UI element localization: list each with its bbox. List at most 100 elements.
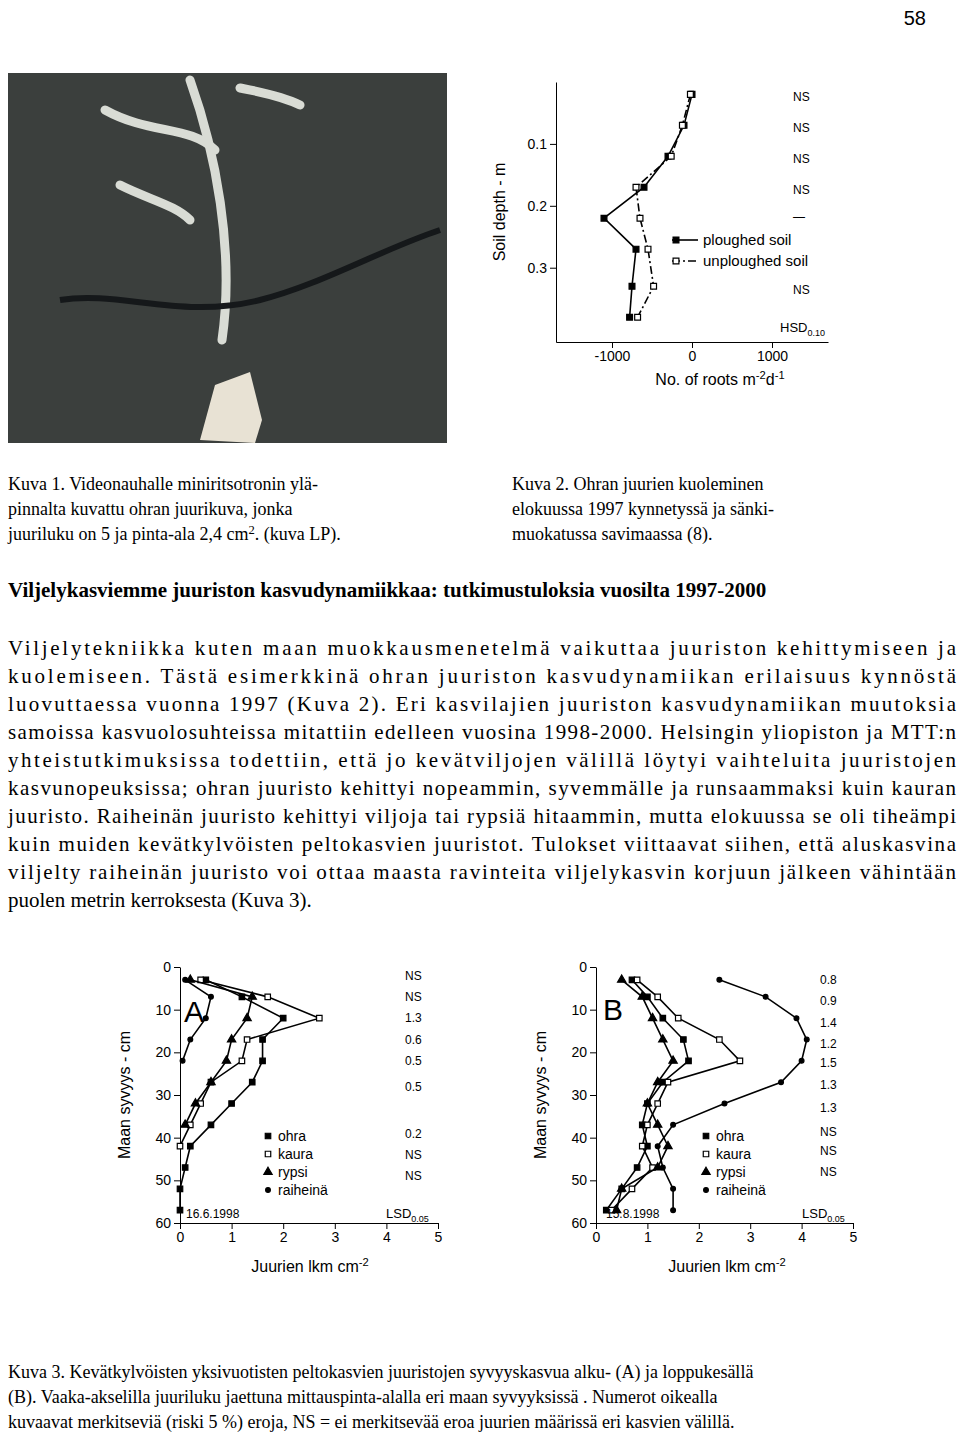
tick-label: 0.3 bbox=[528, 260, 548, 276]
series-line bbox=[180, 980, 283, 1210]
tick-label: 5 bbox=[435, 1229, 443, 1245]
legend: ploughed soilunploughed soil bbox=[672, 231, 808, 269]
marker bbox=[188, 1037, 193, 1042]
legend-marker bbox=[673, 258, 679, 264]
photo-root bbox=[105, 110, 215, 150]
marker bbox=[763, 994, 768, 999]
marker bbox=[244, 1037, 249, 1042]
tick: 30 bbox=[155, 1087, 180, 1103]
plot-area bbox=[601, 91, 695, 320]
marker bbox=[629, 1186, 634, 1191]
text-span: d bbox=[766, 371, 775, 388]
tick-label: 4 bbox=[798, 1229, 806, 1245]
annotation: NS bbox=[820, 1144, 837, 1158]
marker bbox=[248, 992, 256, 999]
paragraph-line: luovuttaessa vuonna 1997 (Kuva 2). Eri k… bbox=[8, 692, 957, 716]
tick-label: 1 bbox=[644, 1229, 652, 1245]
tick-label: 3 bbox=[331, 1229, 339, 1245]
heading: Viljelykasviemme juuriston kasvudynamiik… bbox=[8, 578, 766, 602]
tick: -1000 bbox=[595, 342, 631, 364]
axis-line bbox=[181, 1223, 439, 1224]
tick: 0 bbox=[177, 1223, 185, 1245]
legend: ohrakaurarypsiraiheinä bbox=[702, 1128, 766, 1198]
tick-label: 20 bbox=[571, 1044, 587, 1060]
series-line bbox=[183, 980, 211, 1061]
tick-mark bbox=[550, 144, 556, 145]
marker bbox=[671, 1186, 676, 1191]
tick-label: 2 bbox=[695, 1229, 703, 1245]
annotation: NS bbox=[793, 121, 810, 135]
tick-label: 0.2 bbox=[528, 198, 548, 214]
tick-label: 30 bbox=[155, 1087, 171, 1103]
tick: 0 bbox=[163, 959, 180, 975]
photo bbox=[8, 73, 447, 443]
marker bbox=[181, 1120, 189, 1127]
marker bbox=[601, 215, 607, 221]
marker bbox=[260, 1058, 265, 1063]
stat-label: LSD0.05 bbox=[802, 1206, 845, 1224]
legend-label: ohra bbox=[716, 1128, 744, 1144]
tick-mark bbox=[590, 1180, 596, 1181]
marker bbox=[618, 975, 626, 982]
tick-label: 60 bbox=[571, 1215, 587, 1231]
page: 58Kuva 1. Videonauhalle miniritsotronin … bbox=[0, 0, 960, 1437]
text-span: Juurien lkm cm bbox=[668, 1258, 776, 1275]
annotation: 1.3 bbox=[820, 1101, 837, 1115]
annotation: 1.3 bbox=[405, 1011, 422, 1025]
marker bbox=[655, 994, 660, 999]
tick-label: 0 bbox=[579, 959, 587, 975]
annotation: 1.2 bbox=[820, 1037, 837, 1051]
marker bbox=[634, 977, 639, 982]
annotation: 0.9 bbox=[820, 994, 837, 1008]
marker bbox=[239, 1058, 244, 1063]
annotation: 0.8 bbox=[820, 973, 837, 987]
annotation: NS bbox=[793, 152, 810, 166]
marker bbox=[655, 1144, 660, 1149]
marker bbox=[717, 977, 722, 982]
caption: pinnalta kuvattu ohran juurikuva, jonka bbox=[8, 499, 292, 519]
legend-item: ploughed soil bbox=[672, 231, 791, 248]
legend-marker bbox=[266, 1188, 271, 1193]
x-axis: 012345 bbox=[177, 1223, 443, 1245]
marker bbox=[640, 1143, 645, 1148]
legend-marker bbox=[704, 1188, 709, 1193]
marker bbox=[280, 1015, 285, 1020]
tick: 0 bbox=[689, 342, 697, 364]
tick-label: 10 bbox=[571, 1002, 587, 1018]
paragraph-line: yhteistutkimuksissa todettiin, että jo k… bbox=[8, 748, 957, 772]
date: 15.8.1998 bbox=[606, 1207, 660, 1221]
marker bbox=[804, 1037, 809, 1042]
photo-root bbox=[190, 80, 226, 340]
marker bbox=[222, 1056, 230, 1063]
tick-mark bbox=[590, 1095, 596, 1096]
tick-label: 4 bbox=[383, 1229, 391, 1245]
legend-item: ohra bbox=[265, 1128, 306, 1144]
tick-mark bbox=[174, 1052, 180, 1053]
tick: 10 bbox=[571, 1002, 596, 1018]
marker bbox=[737, 1058, 742, 1063]
chart: 01234501020304050600.80.91.41.21.51.31.3… bbox=[532, 959, 858, 1275]
tick: 40 bbox=[155, 1130, 180, 1146]
marker bbox=[660, 1165, 665, 1170]
legend-item: rypsi bbox=[264, 1164, 308, 1180]
marker bbox=[627, 314, 633, 320]
marker bbox=[779, 1080, 784, 1085]
marker bbox=[317, 1015, 322, 1020]
marker bbox=[635, 314, 641, 320]
tick-mark bbox=[590, 1138, 596, 1139]
marker bbox=[638, 992, 646, 999]
photo-root bbox=[240, 88, 300, 105]
marker bbox=[633, 246, 639, 252]
caption: muokatussa savimaassa (8). bbox=[512, 524, 712, 545]
marker bbox=[629, 283, 635, 289]
annotation: 1.5 bbox=[820, 1056, 837, 1070]
legend-label: kaura bbox=[278, 1146, 313, 1162]
photo-root bbox=[120, 185, 190, 220]
marker bbox=[676, 1015, 681, 1020]
marker bbox=[664, 1141, 672, 1148]
marker bbox=[209, 994, 214, 999]
marker bbox=[660, 1015, 665, 1020]
legend-label: raiheinä bbox=[278, 1182, 328, 1198]
tick-label: 10 bbox=[155, 1002, 171, 1018]
paragraph-line: kasvunopeuksissa; ohran juuristo kehitty… bbox=[8, 776, 956, 800]
